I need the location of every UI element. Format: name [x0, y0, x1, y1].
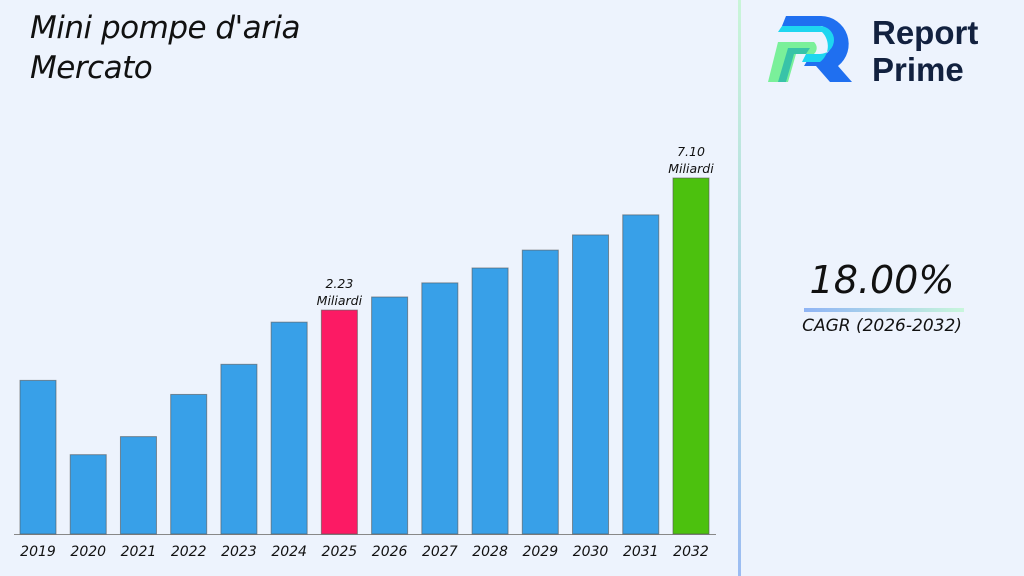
- data-label-unit: Miliardi: [317, 293, 363, 308]
- bar-2019: [19, 379, 57, 535]
- x-tick-label: 2022: [171, 544, 207, 560]
- x-tick-label: 2028: [472, 544, 508, 560]
- x-tick-label: 2024: [271, 544, 307, 560]
- bar-2026: [371, 296, 409, 535]
- data-label-unit: Miliardi: [668, 161, 714, 176]
- cagr-underline: [804, 308, 964, 312]
- bar-2030: [572, 234, 610, 535]
- bar-2027: [421, 282, 459, 535]
- cagr-value: 18.00%: [809, 258, 955, 302]
- bar-2025: [320, 309, 358, 535]
- x-tick-label: 2021: [121, 544, 157, 560]
- bar-2032: [672, 177, 710, 535]
- title-line-2: Mercato: [30, 50, 153, 86]
- chart-title: Mini pompe d'aria Mercato: [30, 8, 300, 88]
- x-tick-label: 2027: [422, 544, 458, 560]
- x-tick-label: 2031: [623, 544, 659, 560]
- brand-name: Report Prime: [872, 14, 978, 88]
- bar-2031: [622, 214, 660, 535]
- bar-2024: [270, 321, 308, 535]
- x-tick-label: 2020: [70, 544, 106, 560]
- brand-line-1: Report: [872, 14, 979, 51]
- bar-2020: [69, 454, 107, 535]
- bar-2022: [170, 393, 208, 535]
- x-tick-label: 2029: [522, 544, 558, 560]
- bar-2029: [521, 249, 559, 535]
- brand-line-2: Prime: [872, 51, 964, 88]
- report-prime-logo-icon: [768, 16, 852, 82]
- divider: [738, 0, 741, 576]
- x-tick-label: 2025: [322, 544, 358, 560]
- x-tick-label: 2026: [372, 544, 408, 560]
- bar-2023: [220, 363, 258, 535]
- x-tick-label: 2019: [20, 544, 56, 560]
- bar-chart: 2019 2020 2021 2022 2023 2024 2025 2.23 Miliardi…: [14, 144, 716, 560]
- title-line-1: Mini pompe d'aria: [30, 10, 300, 46]
- x-tick-label: 2030: [573, 544, 609, 560]
- x-tick-label: 2032: [673, 544, 709, 560]
- cagr-label: CAGR (2026-2032): [802, 316, 962, 336]
- data-label-value: 7.10: [677, 144, 705, 159]
- bar-2021: [119, 436, 157, 535]
- x-tick-label: 2023: [221, 544, 257, 560]
- bar-2028: [471, 267, 509, 535]
- data-label-value: 2.23: [325, 276, 353, 291]
